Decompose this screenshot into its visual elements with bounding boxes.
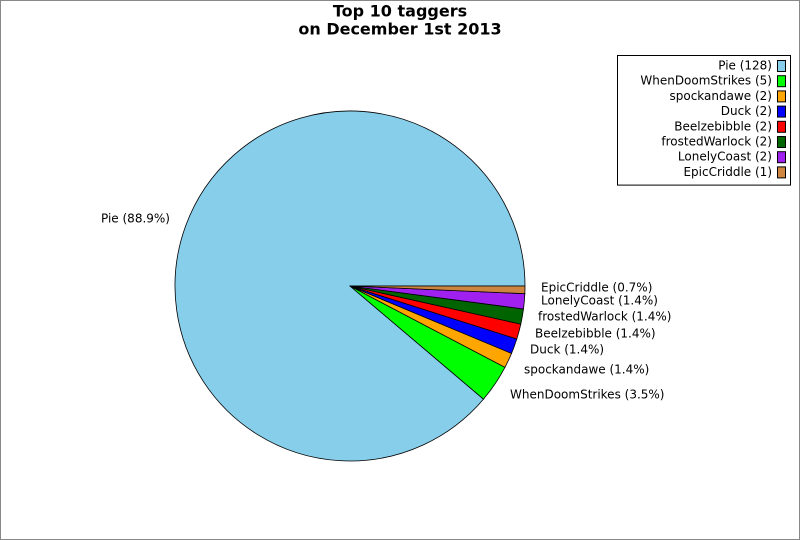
legend-swatch (777, 60, 786, 72)
slice-label: spockandawe (1.4%) (524, 363, 649, 377)
legend-swatch (777, 105, 786, 118)
legend-swatch (777, 75, 786, 88)
legend-label: spockandawe (2) (670, 89, 773, 103)
chart-title: on December 1st 2013 (298, 20, 501, 39)
slice-label: Duck (1.4%) (530, 343, 604, 357)
slice-label: EpicCriddle (0.7%) (541, 281, 652, 295)
chart-title: Top 10 taggers (333, 2, 467, 21)
legend-box (617, 55, 791, 186)
legend-swatch (777, 166, 786, 179)
legend-label: Duck (2) (721, 104, 772, 118)
legend-swatch (777, 136, 786, 148)
legend-label: EpicCriddle (1) (683, 165, 772, 179)
slice-label: WhenDoomStrikes (3.5%) (510, 388, 664, 402)
slice-label: LonelyCoast (1.4%) (541, 294, 658, 308)
legend-swatch (777, 151, 786, 164)
slice-label: frostedWarlock (1.4%) (538, 310, 671, 324)
slice-label: Pie (88.9%) (101, 212, 170, 226)
legend-label: WhenDoomStrikes (5) (640, 74, 772, 88)
legend-label: Beelzebibble (2) (674, 119, 772, 133)
legend-swatch (777, 120, 786, 133)
slice-label: Beelzebibble (1.4%) (535, 327, 656, 341)
pie-slice (349, 285, 526, 295)
legend-swatch (777, 90, 786, 103)
legend-label: LonelyCoast (2) (678, 150, 772, 164)
legend-label: Pie (128) (718, 59, 772, 73)
legend-label: frostedWarlock (2) (661, 135, 772, 149)
